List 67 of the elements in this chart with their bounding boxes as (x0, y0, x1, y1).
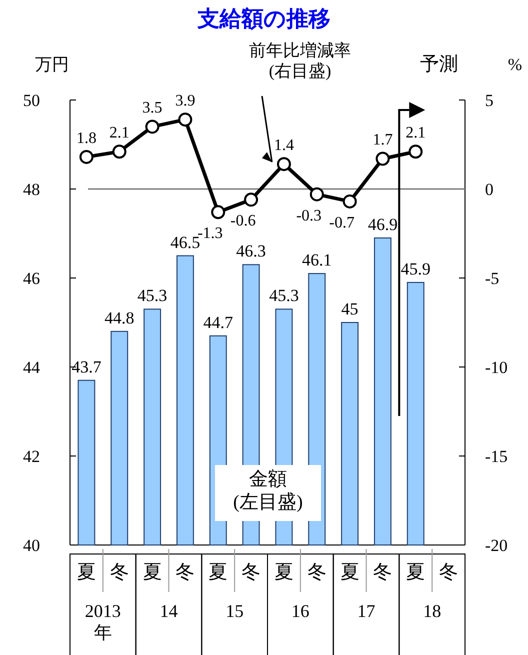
chart-title: 支給額の推移 (196, 6, 330, 31)
x-tick-label: 冬 (307, 562, 326, 583)
x-tick-label: 冬 (439, 562, 458, 583)
y-tick-label: 44 (23, 358, 40, 377)
y-tick-label: 42 (23, 447, 40, 466)
data-label: 2.1 (109, 124, 130, 142)
y-tick-label: 40 (23, 536, 40, 555)
x-tick-label: 夏 (142, 562, 162, 583)
y-tick-label: 50 (23, 91, 40, 110)
x-tick-label: 冬 (176, 562, 195, 583)
text: 前年比増減率 (右目盛) (249, 41, 351, 80)
y2-axis-title: % (508, 55, 522, 74)
data-label: 45 (341, 300, 358, 318)
data-label: 44.7 (203, 312, 234, 332)
y2-tick-label: -10 (485, 358, 508, 377)
data-label: 46.1 (302, 250, 332, 270)
data-label: 45.3 (269, 286, 299, 306)
data-label: 3.5 (142, 100, 162, 117)
x-tick-label: 冬 (242, 562, 261, 583)
series-label: 金額 (左目盛) (233, 469, 303, 513)
text: 16 (291, 601, 310, 621)
y2-tick-label: -5 (485, 269, 500, 288)
y2-tick-label: -15 (485, 447, 508, 466)
text: 15 (226, 601, 244, 621)
y2-tick-label: -20 (485, 536, 508, 555)
point (276, 157, 291, 172)
data-label: 3.9 (175, 92, 196, 110)
point (408, 144, 423, 159)
x-tick-label: 夏 (208, 562, 228, 583)
y-axis-title: 万円 (35, 55, 69, 74)
data-label: -0.7 (329, 214, 354, 232)
y2-tick-label: 0 (485, 180, 494, 199)
point (376, 152, 390, 166)
point (342, 194, 357, 208)
data-label: 44.8 (104, 308, 134, 328)
data-label: 2.1 (406, 124, 426, 142)
data-label: 1.8 (76, 130, 96, 147)
x-tick-label: 夏 (340, 562, 360, 583)
x-tick-label: 冬 (110, 562, 129, 583)
data-label: 45.3 (137, 286, 168, 306)
data-label: -0.6 (230, 212, 256, 230)
data-label: 46.9 (368, 214, 398, 234)
x-tick-label: 夏 (406, 562, 426, 583)
text: 18 (423, 601, 442, 621)
y2-tick-label: 5 (485, 91, 494, 110)
point (310, 187, 324, 202)
data-label: 46.3 (236, 242, 266, 261)
point (112, 144, 126, 159)
point (145, 120, 160, 134)
y-tick-label: 46 (23, 269, 40, 288)
point (211, 205, 226, 220)
y-tick-label: 48 (23, 180, 40, 199)
x-tick-label: 夏 (274, 562, 294, 583)
text: 予測 (420, 54, 458, 75)
x-tick-label: 夏 (76, 562, 96, 583)
data-label: 1.4 (274, 137, 294, 154)
text: 14 (160, 601, 178, 621)
data-label: 1.7 (372, 132, 393, 149)
text: 17 (357, 601, 376, 621)
x-tick-label: 冬 (373, 562, 392, 583)
text: 2013年 (84, 601, 121, 643)
point (79, 150, 94, 164)
data-label: 43.7 (72, 357, 102, 376)
data-label: -0.3 (296, 207, 322, 224)
point (244, 192, 258, 207)
point (178, 112, 192, 127)
data-label: 45.9 (400, 259, 430, 278)
